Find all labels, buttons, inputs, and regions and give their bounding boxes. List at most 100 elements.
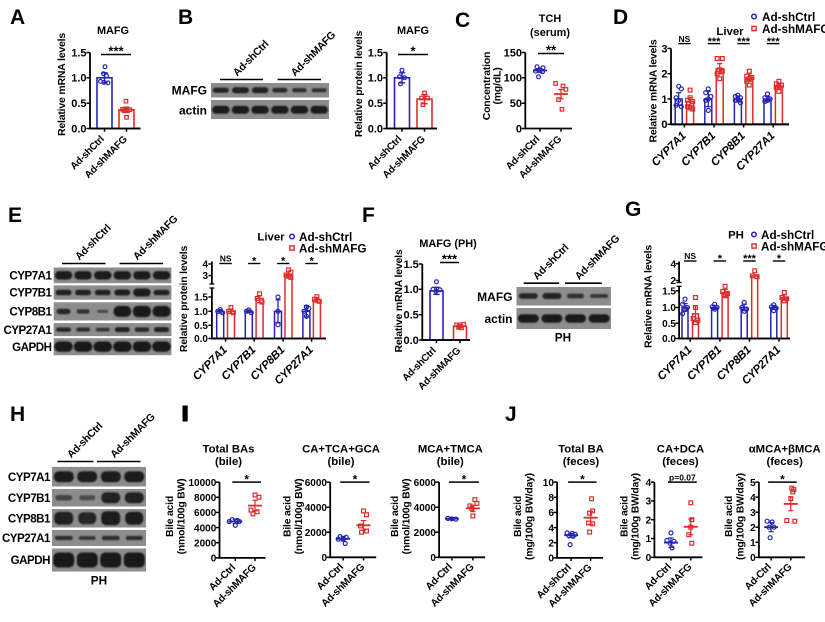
svg-text:GAPDH: GAPDH [11,554,50,567]
svg-text:0.5: 0.5 [368,98,383,110]
svg-text:0.0: 0.0 [194,334,208,345]
svg-text:GAPDH: GAPDH [12,341,51,354]
svg-text:Ad-shCtrl: Ad-shCtrl [761,229,814,242]
svg-text:0.5: 0.5 [194,321,208,332]
svg-text:F: F [362,204,375,227]
svg-text:4: 4 [670,259,676,270]
svg-text:(feces): (feces) [766,456,803,468]
svg-text:MAFG: MAFG [477,290,512,304]
svg-text:4: 4 [646,478,652,489]
svg-text:2: 2 [646,515,652,526]
svg-text:(nmol/100g BW): (nmol/100g BW) [294,479,305,555]
svg-text:C: C [455,9,470,32]
svg-text:4000: 4000 [305,503,328,514]
svg-text:6000: 6000 [194,508,217,519]
svg-text:2000: 2000 [194,538,217,549]
svg-text:***: *** [767,36,781,48]
svg-text:6000: 6000 [305,478,328,489]
svg-text:***: *** [737,36,751,48]
svg-text:1.5: 1.5 [194,293,208,304]
svg-text:Total BAs: Total BAs [203,444,255,456]
svg-text:4000: 4000 [414,503,437,514]
svg-text:CYP8B1: CYP8B1 [9,306,52,319]
svg-text:(feces): (feces) [563,456,600,468]
svg-text:150: 150 [504,47,522,59]
svg-text:0.0: 0.0 [404,335,419,347]
svg-text:0: 0 [548,554,554,565]
svg-text:Relative mRNA levels: Relative mRNA levels [648,39,660,142]
svg-text:H: H [10,403,25,426]
svg-text:2: 2 [548,538,554,549]
svg-text:Bile acid: Bile acid [165,496,176,537]
svg-text:6000: 6000 [414,478,437,489]
svg-text:10000: 10000 [188,478,216,489]
svg-text:*: * [580,472,585,486]
svg-text:4: 4 [548,523,554,534]
svg-text:MAFG: MAFG [397,25,429,37]
svg-text:1.5: 1.5 [71,47,86,59]
svg-text:PH: PH [728,230,744,242]
svg-text:CYP27A1: CYP27A1 [2,532,51,545]
svg-text:1.5: 1.5 [404,259,419,271]
svg-text:1.0: 1.0 [71,73,86,85]
svg-text:CYP7A1: CYP7A1 [8,471,51,484]
svg-text:CYP7B1: CYP7B1 [8,492,51,505]
svg-text:Ad-shMAFG: Ad-shMAFG [299,242,367,255]
svg-text:p=0.07: p=0.07 [669,472,696,482]
svg-text:NS: NS [678,34,690,44]
svg-text:αMCA+βMCA: αMCA+βMCA [749,444,821,456]
svg-text:B: B [178,6,193,29]
svg-text:Bile acid: Bile acid [513,496,524,537]
svg-text:*: * [353,472,358,486]
svg-text:(bile): (bile) [328,456,355,468]
svg-text:Relative mRNA levels: Relative mRNA levels [56,33,68,136]
svg-text:J: J [505,403,517,426]
svg-text:NS: NS [684,251,696,261]
svg-text:6: 6 [548,508,554,519]
svg-text:MAFG: MAFG [97,25,129,37]
svg-text:*: * [777,253,782,265]
svg-text:Relative mRNA levels: Relative mRNA levels [393,249,405,352]
svg-text:(nmol/100g BW): (nmol/100g BW) [402,479,413,555]
svg-text:0: 0 [516,123,522,135]
svg-text:2000: 2000 [305,528,328,539]
svg-text:1: 1 [661,94,667,106]
svg-text:*: * [244,472,249,486]
svg-text:3: 3 [202,271,208,282]
svg-text:Bile acid: Bile acid [724,496,735,537]
svg-text:CYP7B1: CYP7B1 [9,287,52,300]
svg-text:CYP7A1: CYP7A1 [9,270,52,283]
svg-text:MCA+TMCA: MCA+TMCA [418,444,483,456]
svg-text:3: 3 [661,43,667,55]
svg-text:Liver: Liver [716,26,744,38]
svg-text:0.5: 0.5 [662,319,676,330]
svg-text:4: 4 [750,493,756,504]
svg-text:0: 0 [430,553,436,564]
svg-text:1.5: 1.5 [662,286,676,297]
svg-text:0: 0 [211,554,217,565]
svg-text:*: * [309,256,314,268]
svg-text:3: 3 [750,508,756,519]
svg-text:3: 3 [646,497,652,508]
svg-text:(mg/100g BW/day): (mg/100g BW/day) [736,473,747,560]
svg-text:*: * [718,253,723,265]
svg-text:1.0: 1.0 [404,284,419,296]
svg-text:(bile): (bile) [215,456,242,468]
svg-text:*: * [410,44,416,59]
svg-text:Relative protein levels: Relative protein levels [178,245,190,352]
svg-text:0.0: 0.0 [662,334,676,345]
svg-text:0: 0 [750,553,756,564]
svg-text:2000: 2000 [414,528,437,539]
svg-text:*: * [462,472,467,486]
svg-text:CA+TCA+GCA: CA+TCA+GCA [302,444,380,456]
svg-text:Bile acid: Bile acid [390,496,401,537]
svg-text:1.5: 1.5 [368,47,383,59]
svg-text:E: E [8,204,22,227]
svg-text:(mg/100g BW/day): (mg/100g BW/day) [631,473,642,560]
svg-text:PH: PH [555,331,571,345]
svg-text:50: 50 [510,98,522,110]
svg-text:1: 1 [646,534,652,545]
svg-text:*: * [252,256,257,268]
svg-text:0.5: 0.5 [71,98,86,110]
svg-text:CA+DCA: CA+DCA [657,444,704,456]
